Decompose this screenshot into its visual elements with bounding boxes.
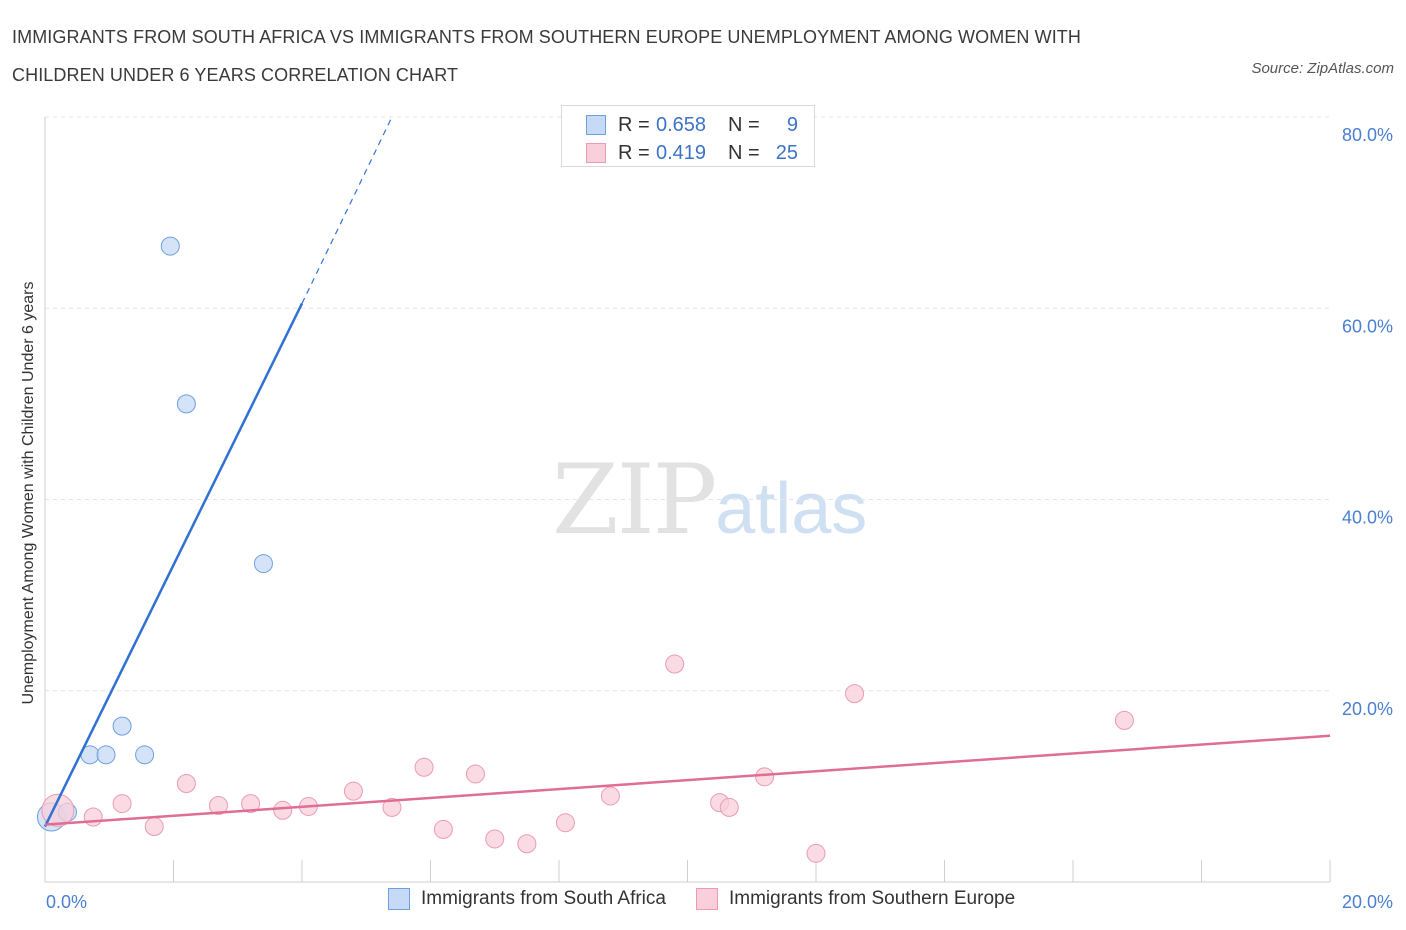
legend-r-value: 0.658 xyxy=(656,113,707,136)
point-southern-europe xyxy=(1114,710,1134,730)
point-southern-europe xyxy=(382,797,402,817)
point-southern-europe xyxy=(241,794,261,814)
point-south-africa xyxy=(253,554,273,574)
watermark: ZIPatlas xyxy=(552,440,867,569)
trend-line-southern-europe xyxy=(44,734,1331,826)
x-tick-label-min: 0.0% xyxy=(46,892,87,912)
point-southern-europe xyxy=(273,800,293,820)
legend-swatch-south-africa xyxy=(388,888,410,910)
point-southern-europe xyxy=(208,796,228,815)
point-southern-europe xyxy=(83,807,103,827)
legend-item-south-africa[interactable]: Immigrants from South Africa xyxy=(388,888,666,910)
legend-n-value: 9 xyxy=(786,113,798,136)
correlation-legend: R = 0.658 N = 9 R = 0.419 N = 25 xyxy=(561,105,815,167)
point-south-africa xyxy=(135,745,155,765)
point-south-africa xyxy=(96,745,116,765)
legend-item-southern-europe[interactable]: Immigrants from Southern Europe xyxy=(695,888,1016,910)
trend-line-south-africa xyxy=(43,302,304,828)
legend-n-label: N = xyxy=(728,113,760,136)
point-southern-europe xyxy=(485,829,505,849)
legend-label-southern-europe: Immigrants from Southern Europe xyxy=(728,888,1016,909)
legend-label-south-africa: Immigrants from South Africa xyxy=(421,888,666,909)
point-southern-europe xyxy=(665,654,685,674)
y-tick-label: 60.0% xyxy=(1342,316,1393,336)
watermark-zip: ZIP xyxy=(552,444,717,556)
legend-n-value: 25 xyxy=(775,141,798,164)
watermark-atlas: atlas xyxy=(715,469,868,549)
legend-r-value: 0.419 xyxy=(656,141,707,164)
y-tick-label: 40.0% xyxy=(1342,508,1393,528)
legend-r-label: R = xyxy=(618,141,650,164)
point-southern-europe xyxy=(806,843,826,863)
y-tick-label: 80.0% xyxy=(1342,125,1393,145)
x-tick-label-max: 20.0% xyxy=(1342,892,1393,912)
chart-title: IMMIGRANTS FROM SOUTH AFRICA VS IMMIGRAN… xyxy=(12,27,1082,85)
point-southern-europe xyxy=(112,794,132,814)
y-tick-label: 20.0% xyxy=(1342,699,1393,719)
series-legend: Immigrants from South Africa Immigrants … xyxy=(388,888,1045,910)
point-south-africa xyxy=(160,236,180,256)
point-southern-europe xyxy=(414,757,434,777)
legend-swatch-south-africa xyxy=(586,115,606,135)
legend-swatch-southern-europe xyxy=(586,143,606,163)
point-southern-europe xyxy=(755,767,775,787)
point-south-africa xyxy=(112,716,132,736)
point-southern-europe xyxy=(600,786,620,806)
legend-swatch-southern-europe xyxy=(695,888,718,910)
point-south-africa xyxy=(176,394,196,414)
point-southern-europe xyxy=(719,797,739,817)
point-southern-europe xyxy=(176,774,196,794)
point-southern-europe xyxy=(517,834,537,854)
point-southern-europe xyxy=(343,781,363,801)
point-southern-europe xyxy=(465,764,485,784)
legend-row-south-africa: R = 0.658 N = 9 xyxy=(586,110,798,140)
point-southern-europe xyxy=(555,813,575,833)
point-southern-europe xyxy=(433,819,453,839)
trend-line-south-africa-extension xyxy=(301,116,393,304)
point-southern-europe xyxy=(845,684,865,704)
point-southern-europe xyxy=(144,817,164,837)
source-label: Source: ZipAtlas.com xyxy=(1251,60,1394,77)
legend-r-label: R = xyxy=(618,113,650,136)
legend-row-southern-europe: R = 0.419 N = 25 xyxy=(586,138,798,168)
legend-n-label: N = xyxy=(728,141,760,164)
